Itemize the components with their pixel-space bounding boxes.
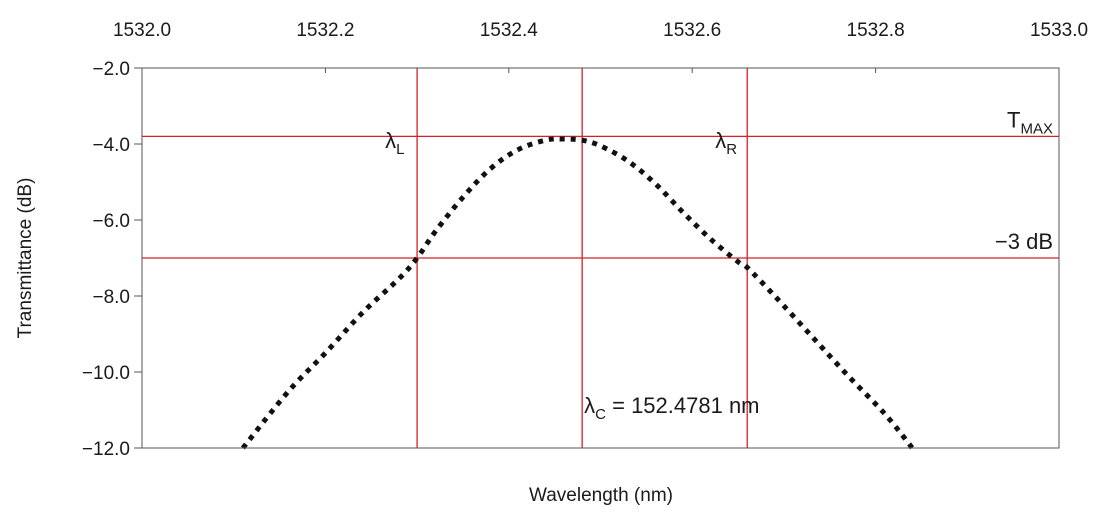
minus-3db-label: −3 dB bbox=[995, 229, 1053, 254]
x-tick-label: 1532.6 bbox=[663, 20, 721, 41]
x-tick-label: 1533.0 bbox=[1030, 20, 1088, 41]
reference-labels: λL λR TMAX −3 dB bbox=[385, 107, 1053, 254]
y-tick-label: −8.0 bbox=[92, 287, 130, 308]
plot-frame bbox=[141, 67, 1060, 449]
y-tick-label: −4.0 bbox=[92, 135, 130, 156]
series-layer bbox=[240, 136, 915, 450]
reference-lines bbox=[142, 68, 1059, 448]
annotations: λC = 152.4781 nm bbox=[584, 393, 759, 423]
lambda-r-label: λR bbox=[715, 128, 737, 158]
lambda-l-label: λL bbox=[385, 128, 404, 158]
y-axis: −2.0 −4.0 −6.0 −8.0 −10.0 −12.0 bbox=[82, 59, 142, 460]
x-tick-label: 1532.2 bbox=[296, 20, 354, 41]
y-tick-label: −12.0 bbox=[82, 439, 130, 460]
x-axis: 1532.0 1532.2 1532.4 1532.6 1532.8 1533.0 bbox=[113, 20, 1088, 73]
y-tick-label: −10.0 bbox=[82, 363, 130, 384]
y-tick-label: −2.0 bbox=[92, 59, 130, 80]
center-wavelength-annotation: λC = 152.4781 nm bbox=[584, 393, 759, 423]
y-tick-label: −6.0 bbox=[92, 211, 130, 232]
x-tick-label: 1532.8 bbox=[847, 20, 905, 41]
x-tick-label: 1532.4 bbox=[480, 20, 539, 41]
x-tick-label: 1532.0 bbox=[113, 20, 171, 41]
t-max-label: TMAX bbox=[1007, 107, 1053, 137]
x-axis-title: Wavelength (nm) bbox=[529, 485, 673, 506]
y-axis-title: Transmittance (dB) bbox=[15, 178, 36, 339]
transmission-curve-0 bbox=[240, 136, 915, 450]
